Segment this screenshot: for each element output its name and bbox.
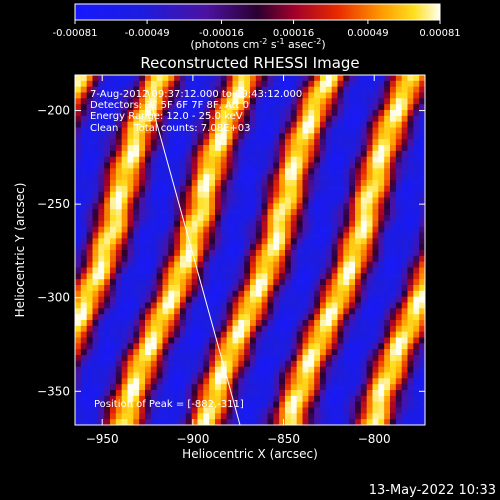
annotation-time-range: 7-Aug-2012 09:37:12.000 to 09:43:12.000	[90, 89, 302, 100]
x-axis-label: Heliocentric X (arcsec)	[182, 447, 318, 461]
x-tick-label: −900	[176, 432, 209, 446]
plot-frame	[74, 74, 426, 426]
colorbar-tick-label: -0.00049	[125, 28, 170, 39]
annotation-detectors: Detectors: 3F 5F 6F 7F 8F, Att 0	[90, 100, 249, 111]
heatmap-image	[75, 75, 425, 425]
x-tick-label: −800	[358, 432, 391, 446]
colorbar-tick-label: 0.00016	[273, 28, 314, 39]
y-tick-label: −350	[37, 384, 70, 398]
colorbar-tick-label: 0.00049	[347, 28, 388, 39]
colorbar-tick-label: -0.00016	[199, 28, 244, 39]
chart-title: Reconstructed RHESSI Image	[140, 54, 359, 72]
annotation-block: 7-Aug-2012 09:37:12.000 to 09:43:12.000 …	[90, 89, 302, 134]
annotation-counts: Clean Total counts: 7.08E+03	[90, 123, 250, 134]
y-axis-label: Heliocentric Y (arcsec)	[13, 183, 27, 318]
colorbar-tick-label: 0.00081	[419, 28, 460, 39]
colorbar-units-label: (photons cm-2 s-1 asec-2)	[190, 37, 325, 51]
x-tick-label: −950	[86, 432, 119, 446]
y-tick-label: −250	[37, 197, 70, 211]
solar-limb-line	[147, 89, 241, 425]
y-tick-label: −300	[37, 291, 70, 305]
y-axis-ticks: −200 −250 −300 −350	[37, 104, 425, 398]
colorbar-gradient	[74, 3, 441, 21]
colorbar-tick-label: -0.00081	[53, 28, 98, 39]
timestamp: 13-May-2022 10:33	[369, 483, 496, 498]
annotation-energy-range: Energy Range: 12.0 - 25.0 keV	[90, 111, 243, 122]
colorbar-ticks: -0.00081 -0.00049 -0.00016 0.00016 0.00049 0.…	[53, 20, 461, 39]
y-tick-label: −200	[37, 104, 70, 118]
x-tick-label: −850	[267, 432, 300, 446]
x-axis-ticks: −950 −900 −850 −800	[86, 75, 391, 446]
peak-position-label: Position of Peak = [-882,-311]	[94, 399, 244, 410]
colorbar: -0.00081 -0.00049 -0.00016 0.00016 0.00049 0.…	[53, 3, 461, 51]
